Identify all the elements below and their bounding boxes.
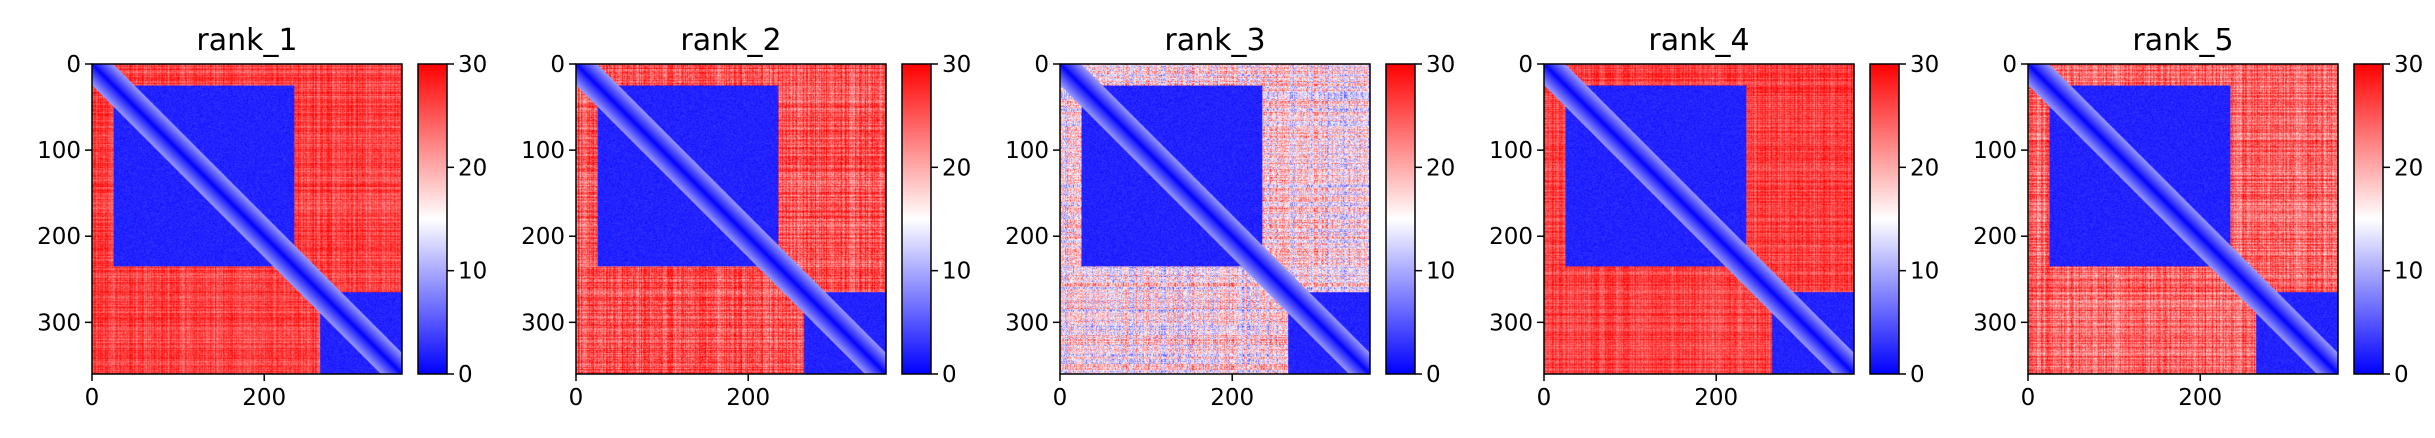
y-tick-label: 300 [1005,310,1049,336]
axes-frame [1059,63,1371,375]
heatmap-image [2028,64,2338,374]
colorbar-tick-label: 20 [942,155,971,181]
subplot-1: rank_1 0 200 0 100 200 300 0 10 20 30 [37,23,487,411]
subplot-3: rank_3 0 200 0 100 200 300 0 10 20 30 [1005,23,1455,411]
y-tick-label: 200 [521,224,565,250]
x-tick-label: 0 [569,385,584,411]
x-tick-label: 200 [726,385,770,411]
x-tick-label: 0 [1053,385,1068,411]
x-tick-label: 200 [1210,385,1254,411]
colorbar-tick-label: 10 [942,259,971,285]
y-tick-label: 0 [1518,52,1533,78]
colorbar [901,63,932,375]
colorbar-tick-label: 30 [458,52,487,78]
colorbar-tick-label: 0 [1910,362,1925,388]
subplot-title: rank_1 [196,23,297,58]
y-tick-label: 300 [1973,310,2017,336]
colorbar-tick-label: 30 [1426,52,1455,78]
y-tick-label: 0 [1034,52,1049,78]
x-tick-label: 200 [2178,385,2222,411]
colorbar-tick-label: 30 [1910,52,1939,78]
y-tick-label: 200 [1973,224,2017,250]
colorbar-tick-label: 30 [942,52,971,78]
y-tick-label: 300 [37,310,81,336]
x-tick-label: 0 [2021,385,2036,411]
subplot-title: rank_5 [2132,23,2233,58]
y-tick-label: 100 [521,138,565,164]
colorbar-tick-label: 10 [1910,259,1939,285]
colorbar-tick-label: 30 [2394,52,2423,78]
colorbar-tick-label: 0 [458,362,473,388]
colorbar [2353,63,2384,375]
subplot-title: rank_2 [680,23,781,58]
y-tick-label: 100 [1973,138,2017,164]
y-tick-label: 0 [550,52,565,78]
x-tick-label: 200 [1694,385,1738,411]
subplot-5: rank_5 0 200 0 100 200 300 0 10 20 30 [1973,23,2423,411]
y-tick-label: 200 [1005,224,1049,250]
y-tick-label: 200 [37,224,81,250]
colorbar-tick-label: 0 [1426,362,1441,388]
colorbar-tick-label: 10 [1426,259,1455,285]
colorbar-tick-label: 20 [458,155,487,181]
y-tick-label: 0 [2002,52,2017,78]
subplot-title: rank_3 [1164,23,1265,58]
colorbar-tick-label: 10 [2394,259,2423,285]
colorbar [1869,63,1900,375]
colorbar [1385,63,1416,375]
heatmap-image [1060,64,1370,374]
colorbar-tick-label: 20 [1426,155,1455,181]
y-tick-label: 300 [521,310,565,336]
heatmap-image [576,64,886,374]
colorbar [417,63,448,375]
y-tick-label: 100 [37,138,81,164]
y-tick-label: 100 [1005,138,1049,164]
heatmap-image [92,64,402,374]
axes-frame [1543,63,1855,375]
heatmap-image [1544,64,1854,374]
colorbar-tick-label: 0 [2394,362,2409,388]
axes-frame [575,63,887,375]
y-tick-label: 100 [1489,138,1533,164]
y-tick-label: 200 [1489,224,1533,250]
subplot-title: rank_4 [1648,23,1749,58]
subplot-2: rank_2 0 200 0 100 200 300 0 10 20 30 [521,23,971,411]
y-tick-label: 0 [66,52,81,78]
subplot-4: rank_4 0 200 0 100 200 300 0 10 20 30 [1489,23,1939,411]
axes-frame [2027,63,2339,375]
x-tick-label: 200 [242,385,286,411]
colorbar-tick-label: 0 [942,362,957,388]
axes-frame [91,63,403,375]
y-tick-label: 300 [1489,310,1533,336]
colorbar-tick-label: 20 [1910,155,1939,181]
x-tick-label: 0 [1537,385,1552,411]
colorbar-tick-label: 20 [2394,155,2423,181]
colorbar-tick-label: 10 [458,259,487,285]
x-tick-label: 0 [85,385,100,411]
